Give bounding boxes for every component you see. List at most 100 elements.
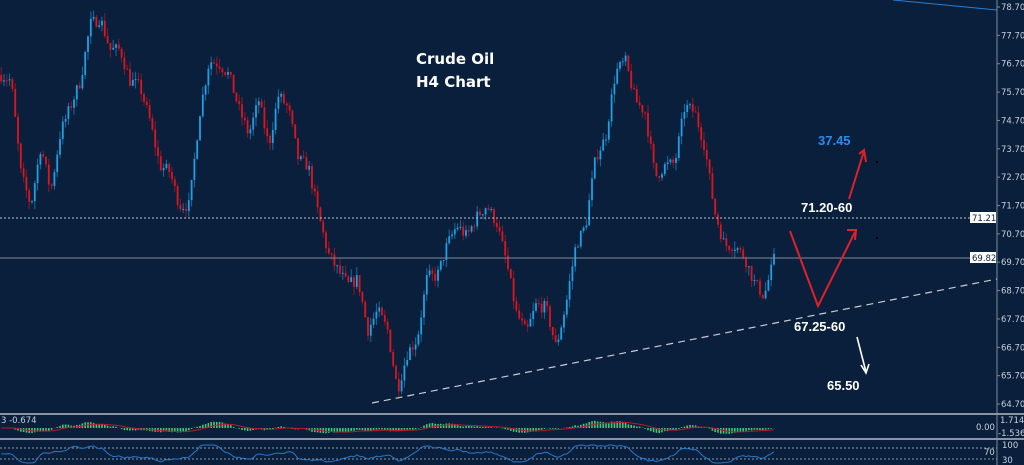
rsi-line (1, 444, 775, 464)
candle-body (14, 88, 17, 117)
candle-body (165, 163, 168, 169)
candle-body (568, 281, 571, 300)
candle-body (658, 176, 661, 178)
resistance-zone-label: 71.20-60 (801, 200, 852, 215)
candle-body (187, 200, 190, 211)
candle-body (540, 303, 543, 313)
candle-body (756, 280, 759, 282)
candle-body (78, 85, 81, 89)
candle-body (115, 44, 117, 48)
chart-title-line2: H4 Chart (416, 73, 491, 91)
candle-body (336, 265, 339, 267)
candle-body (67, 106, 70, 119)
candle-body (319, 207, 322, 222)
candle-body (523, 320, 526, 325)
candle-body (470, 226, 473, 232)
price-tick-label: 73.70 (1001, 145, 1024, 155)
price-tick-label: 68.70 (1001, 287, 1024, 297)
candle-body (22, 168, 25, 178)
candle-body (700, 127, 703, 141)
candle-body (207, 68, 210, 86)
candle-body (168, 163, 171, 172)
candle-body (481, 214, 484, 216)
candle-body (11, 79, 14, 89)
panel-separator (0, 438, 1024, 440)
price-tick-label: 75.70 (1001, 88, 1024, 98)
price-tick-label: 65.70 (1001, 372, 1024, 382)
candle-body (204, 85, 207, 95)
candle-body (243, 117, 246, 121)
candle-body (182, 208, 185, 210)
arrowhead-icon (847, 229, 858, 241)
candle-body (283, 93, 285, 104)
candle-body (571, 266, 574, 282)
candle-body (185, 208, 187, 211)
candle-body (269, 136, 271, 144)
candle-body (395, 365, 397, 380)
candle-body (257, 101, 260, 106)
candle-body (28, 190, 31, 202)
candle-body (330, 253, 333, 255)
marker-dot (876, 237, 878, 239)
candle-body (64, 118, 67, 122)
candle-body (101, 20, 103, 26)
candle-body (686, 104, 689, 113)
price-tag-71-21 (970, 212, 996, 223)
candle-body (126, 68, 129, 70)
candle-body (39, 154, 42, 165)
candle-body (193, 158, 196, 180)
candle-body (302, 156, 305, 158)
candle-body (322, 221, 325, 233)
candle-body (467, 230, 470, 232)
candle-body (493, 208, 495, 223)
arrowhead-icon (860, 363, 870, 375)
downside-arrow (856, 336, 867, 373)
candle-body (613, 83, 616, 95)
candle-body (386, 321, 389, 330)
candle-body (476, 211, 479, 227)
candle-body (358, 275, 361, 292)
candle-body (425, 275, 428, 295)
candle-body (705, 149, 708, 160)
candle-body (224, 72, 227, 75)
candle-body (288, 105, 291, 111)
candle-body (327, 248, 330, 254)
candle-body (123, 57, 126, 69)
candle-body (196, 140, 199, 159)
price-tick-label: 66.70 (1001, 343, 1024, 353)
candle-body (521, 318, 523, 321)
candle-body (434, 273, 437, 281)
candle-body (644, 112, 647, 114)
candle-body (218, 66, 221, 69)
price-tag-last (970, 252, 996, 263)
candle-body (708, 159, 711, 174)
price-tick-label: 67.70 (1001, 315, 1024, 325)
candle-body (767, 280, 770, 291)
candle-body (638, 102, 641, 105)
candle-body (297, 138, 299, 160)
candle-body (565, 299, 568, 315)
candle-body (624, 55, 627, 62)
candle-body (431, 270, 434, 274)
candle-body (593, 157, 596, 179)
target-label-blue: 37.45 (818, 133, 851, 148)
candle-body (462, 226, 465, 236)
candle-body (621, 61, 624, 63)
candle-body (210, 62, 213, 69)
candle-body (140, 79, 143, 95)
price-tick-label: 77.70 (1001, 31, 1024, 41)
price-tick-label: 78.70 (1001, 3, 1024, 13)
candle-body (599, 150, 602, 160)
candle-body (773, 253, 775, 265)
candle-body (439, 260, 442, 270)
candle-body (400, 380, 403, 392)
candle-body (504, 241, 507, 256)
candle-body (392, 351, 395, 366)
candle-body (131, 79, 134, 86)
upside-arrow (848, 150, 865, 200)
candle-body (201, 94, 204, 117)
candle-body (414, 344, 417, 350)
candle-body (50, 184, 53, 186)
candle-body (339, 265, 341, 274)
